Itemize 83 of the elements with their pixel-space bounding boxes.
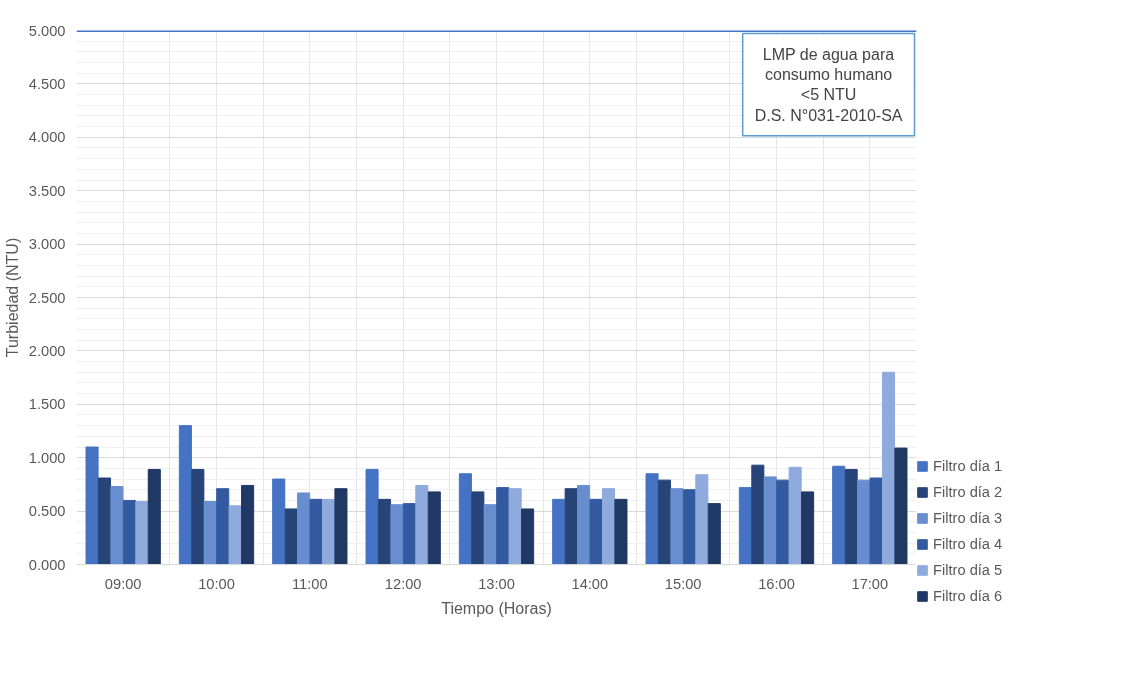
bar <box>881 371 896 565</box>
x-tick-label: 09:00 <box>104 575 142 592</box>
bar <box>763 476 777 565</box>
bar <box>483 504 497 565</box>
y-tick-label: 4.500 <box>28 75 66 92</box>
ref-line-label: LMP de agua para consumo humano <5 NTU D.S. N°031-2010-SA <box>754 45 903 124</box>
y-tick-label: 3.000 <box>28 236 66 253</box>
bar <box>241 484 255 565</box>
x-tick-label: 10:00 <box>198 575 235 592</box>
bar <box>801 491 815 565</box>
bar <box>601 488 616 565</box>
bar <box>415 484 429 565</box>
y-tick-label: 0.000 <box>28 556 66 573</box>
bar <box>228 505 242 565</box>
legend-label: Filtro día 2 <box>933 484 1003 500</box>
y-tick-label: 1.500 <box>28 396 66 413</box>
y-tick-label: 2.000 <box>28 342 66 359</box>
bar <box>738 487 752 565</box>
y-axis-title: Turbiedad (NTU) <box>3 237 21 358</box>
legend-label: Filtro día 6 <box>933 588 1003 604</box>
bar <box>657 479 672 565</box>
bar <box>321 498 336 565</box>
bar <box>894 447 908 565</box>
bar <box>496 487 510 565</box>
y-tick-label: 2.500 <box>28 289 66 306</box>
bar <box>284 508 298 565</box>
bar <box>564 488 578 565</box>
bar <box>458 473 472 565</box>
bar <box>272 478 286 565</box>
x-tick-label: 14:00 <box>571 575 609 592</box>
bar <box>377 498 392 565</box>
bar <box>135 500 149 565</box>
bar <box>682 489 696 565</box>
bar <box>309 498 323 565</box>
y-tick-label: 5.000 <box>28 22 66 39</box>
y-tick-label: 4.000 <box>28 129 66 146</box>
bar <box>869 477 883 565</box>
bar <box>614 498 628 565</box>
bar <box>751 464 765 565</box>
bar <box>589 498 603 565</box>
bar <box>147 468 161 565</box>
bar <box>844 468 858 565</box>
bar <box>402 503 416 565</box>
x-tick-label: 16:00 <box>758 575 795 592</box>
bar <box>552 498 566 565</box>
bar <box>645 473 659 565</box>
bar <box>203 500 217 565</box>
bar <box>297 492 311 565</box>
bar <box>390 504 404 565</box>
bar <box>508 488 522 565</box>
bar <box>97 477 112 565</box>
bar <box>788 466 802 565</box>
bar <box>334 488 348 565</box>
legend-label: Filtro día 5 <box>933 562 1003 578</box>
bar <box>427 491 441 565</box>
x-axis-title: Tiempo (Horas) <box>441 599 552 617</box>
bar <box>110 486 124 565</box>
bar <box>521 508 535 565</box>
bar <box>707 503 721 565</box>
bar <box>471 491 485 565</box>
y-tick-label: 3.500 <box>28 182 66 199</box>
bar <box>365 468 379 565</box>
bar <box>670 488 684 565</box>
bar <box>191 468 205 565</box>
bar <box>178 425 192 565</box>
legend-label: Filtro día 1 <box>933 458 1003 474</box>
legend-label: Filtro día 4 <box>933 536 1003 552</box>
legend-label: Filtro día 3 <box>933 510 1003 526</box>
x-tick-label: 13:00 <box>478 575 515 592</box>
x-tick-label: 15:00 <box>664 575 702 592</box>
bar <box>85 446 99 565</box>
bar <box>122 499 136 565</box>
bar <box>695 474 709 565</box>
bar <box>857 479 871 565</box>
bar <box>577 484 591 565</box>
x-tick-label: 17:00 <box>851 575 889 592</box>
bar <box>216 488 230 565</box>
y-tick-label: 0.500 <box>28 503 66 520</box>
x-tick-label: 11:00 <box>292 575 328 592</box>
y-tick-label: 1.000 <box>28 449 66 466</box>
bar <box>776 479 790 565</box>
bar <box>832 465 846 565</box>
x-tick-label: 12:00 <box>384 575 422 592</box>
